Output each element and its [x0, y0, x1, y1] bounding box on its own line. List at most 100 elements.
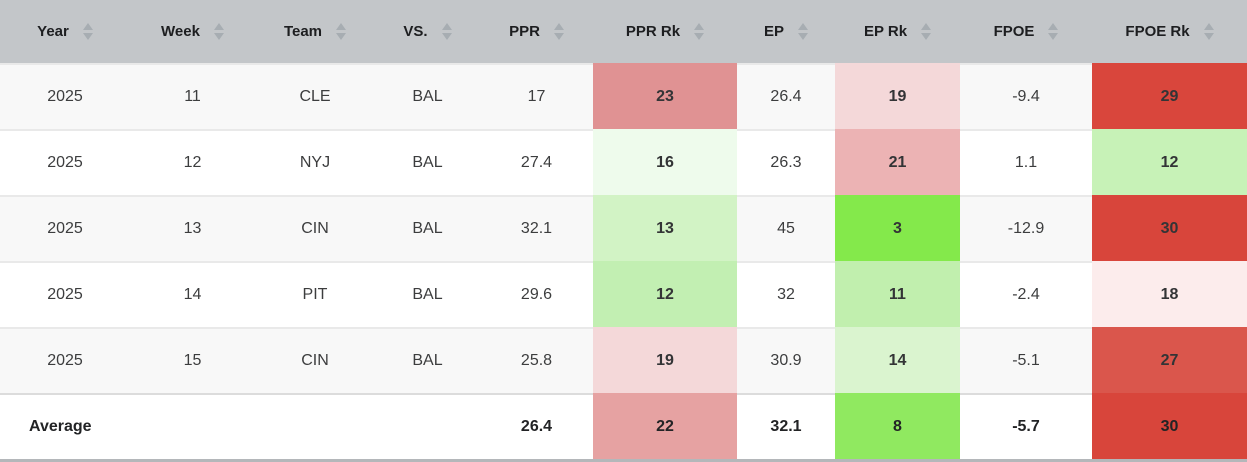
cell-fpoe-rank: 27	[1092, 327, 1247, 394]
sort-arrows-icon	[798, 23, 808, 40]
cell-vs: BAL	[375, 195, 480, 262]
sort-arrows-icon	[441, 23, 452, 40]
cell-ep: 26.3	[737, 129, 835, 196]
cell-vs: BAL	[375, 327, 480, 394]
cell-ep-rank: 3	[835, 195, 960, 262]
column-header-ppr-rk[interactable]: PPR Rk	[593, 0, 737, 65]
cell-team: CLE	[255, 63, 375, 130]
cell-ppr: 32.1	[480, 195, 593, 262]
header-row: Year Week Team	[0, 0, 1247, 65]
cell-fpoe-rank: 18	[1092, 261, 1247, 328]
cell-week	[130, 393, 255, 461]
cell-fpoe-rank: 12	[1092, 129, 1247, 196]
cell-ep: 45	[737, 195, 835, 262]
column-label: Team	[283, 23, 323, 40]
cell-fpoe-rank: 30	[1092, 195, 1247, 262]
column-label: EP Rk	[863, 23, 908, 40]
column-label: PPR	[509, 23, 540, 40]
cell-vs: BAL	[375, 261, 480, 328]
cell-week: 14	[130, 261, 255, 328]
column-label: VS.	[403, 23, 428, 40]
column-label: Week	[161, 23, 200, 40]
cell-fpoe: -12.9	[960, 195, 1092, 262]
sort-arrows-icon	[336, 23, 347, 40]
average-row: Average 26.4 22 32.1 8 -5.7 30	[0, 393, 1247, 461]
cell-ep-rank: 21	[835, 129, 960, 196]
cell-team: NYJ	[255, 129, 375, 196]
cell-year: 2025	[0, 129, 130, 196]
column-label: FPOE Rk	[1125, 23, 1190, 40]
cell-ep: 32	[737, 261, 835, 328]
cell-year: 2025	[0, 327, 130, 394]
table-row: 2025 12 NYJ BAL 27.4 16 26.3 21 1.1 12	[0, 129, 1247, 196]
cell-team	[255, 393, 375, 461]
cell-fpoe: -9.4	[960, 63, 1092, 130]
sort-arrows-icon	[921, 23, 932, 40]
cell-ppr: 25.8	[480, 327, 593, 394]
column-header-ep-rk[interactable]: EP Rk	[835, 0, 960, 65]
cell-team: PIT	[255, 261, 375, 328]
column-header-ep[interactable]: EP	[737, 0, 835, 65]
column-label: PPR Rk	[625, 23, 681, 40]
cell-week: 15	[130, 327, 255, 394]
cell-ppr-rank: 22	[593, 393, 737, 461]
column-header-year[interactable]: Year	[0, 0, 130, 65]
cell-team: CIN	[255, 195, 375, 262]
cell-ppr-rank: 12	[593, 261, 737, 328]
sort-arrows-icon	[1203, 23, 1214, 40]
cell-fpoe: 1.1	[960, 129, 1092, 196]
cell-ppr: 17	[480, 63, 593, 130]
cell-year: 2025	[0, 195, 130, 262]
column-label: FPOE	[993, 23, 1035, 40]
sort-arrows-icon	[213, 23, 224, 40]
cell-ep-rank: 11	[835, 261, 960, 328]
sort-arrows-icon	[82, 23, 93, 40]
cell-ep: 30.9	[737, 327, 835, 394]
column-label: EP	[763, 23, 784, 40]
table-row: 2025 14 PIT BAL 29.6 12 32 11 -2.4 18	[0, 261, 1247, 328]
sort-arrows-icon	[694, 23, 705, 40]
cell-week: 11	[130, 63, 255, 130]
cell-ep-rank: 19	[835, 63, 960, 130]
table-header: Year Week Team	[0, 0, 1247, 65]
column-header-ppr[interactable]: PPR	[480, 0, 593, 65]
cell-fpoe: -5.7	[960, 393, 1092, 461]
cell-vs: BAL	[375, 129, 480, 196]
cell-ppr: 29.6	[480, 261, 593, 328]
cell-vs	[375, 393, 480, 461]
cell-vs: BAL	[375, 63, 480, 130]
column-label: Year	[37, 23, 69, 40]
cell-week: 13	[130, 195, 255, 262]
cell-year: 2025	[0, 63, 130, 130]
sort-arrows-icon	[1048, 23, 1059, 40]
column-header-team[interactable]: Team	[255, 0, 375, 65]
cell-ep: 32.1	[737, 393, 835, 461]
cell-ep-rank: 14	[835, 327, 960, 394]
column-header-fpoe-rk[interactable]: FPOE Rk	[1092, 0, 1247, 65]
table-row: 2025 15 CIN BAL 25.8 19 30.9 14 -5.1 27	[0, 327, 1247, 394]
cell-ep: 26.4	[737, 63, 835, 130]
cell-ppr-rank: 13	[593, 195, 737, 262]
sort-arrows-icon	[553, 23, 564, 40]
table-body: 2025 11 CLE BAL 17 23 26.4 19 -9.4 29 20…	[0, 63, 1247, 461]
cell-ppr-rank: 16	[593, 129, 737, 196]
cell-ppr-rank: 23	[593, 63, 737, 130]
table-row: 2025 11 CLE BAL 17 23 26.4 19 -9.4 29	[0, 63, 1247, 130]
cell-ep-rank: 8	[835, 393, 960, 461]
column-header-vs[interactable]: VS.	[375, 0, 480, 65]
cell-year: 2025	[0, 261, 130, 328]
column-header-week[interactable]: Week	[130, 0, 255, 65]
cell-average-label: Average	[0, 393, 130, 461]
cell-fpoe: -2.4	[960, 261, 1092, 328]
cell-ppr: 27.4	[480, 129, 593, 196]
table-row: 2025 13 CIN BAL 32.1 13 45 3 -12.9 30	[0, 195, 1247, 262]
cell-week: 12	[130, 129, 255, 196]
cell-fpoe: -5.1	[960, 327, 1092, 394]
cell-ppr-rank: 19	[593, 327, 737, 394]
cell-fpoe-rank: 29	[1092, 63, 1247, 130]
cell-fpoe-rank: 30	[1092, 393, 1247, 461]
column-header-fpoe[interactable]: FPOE	[960, 0, 1092, 65]
cell-ppr: 26.4	[480, 393, 593, 461]
